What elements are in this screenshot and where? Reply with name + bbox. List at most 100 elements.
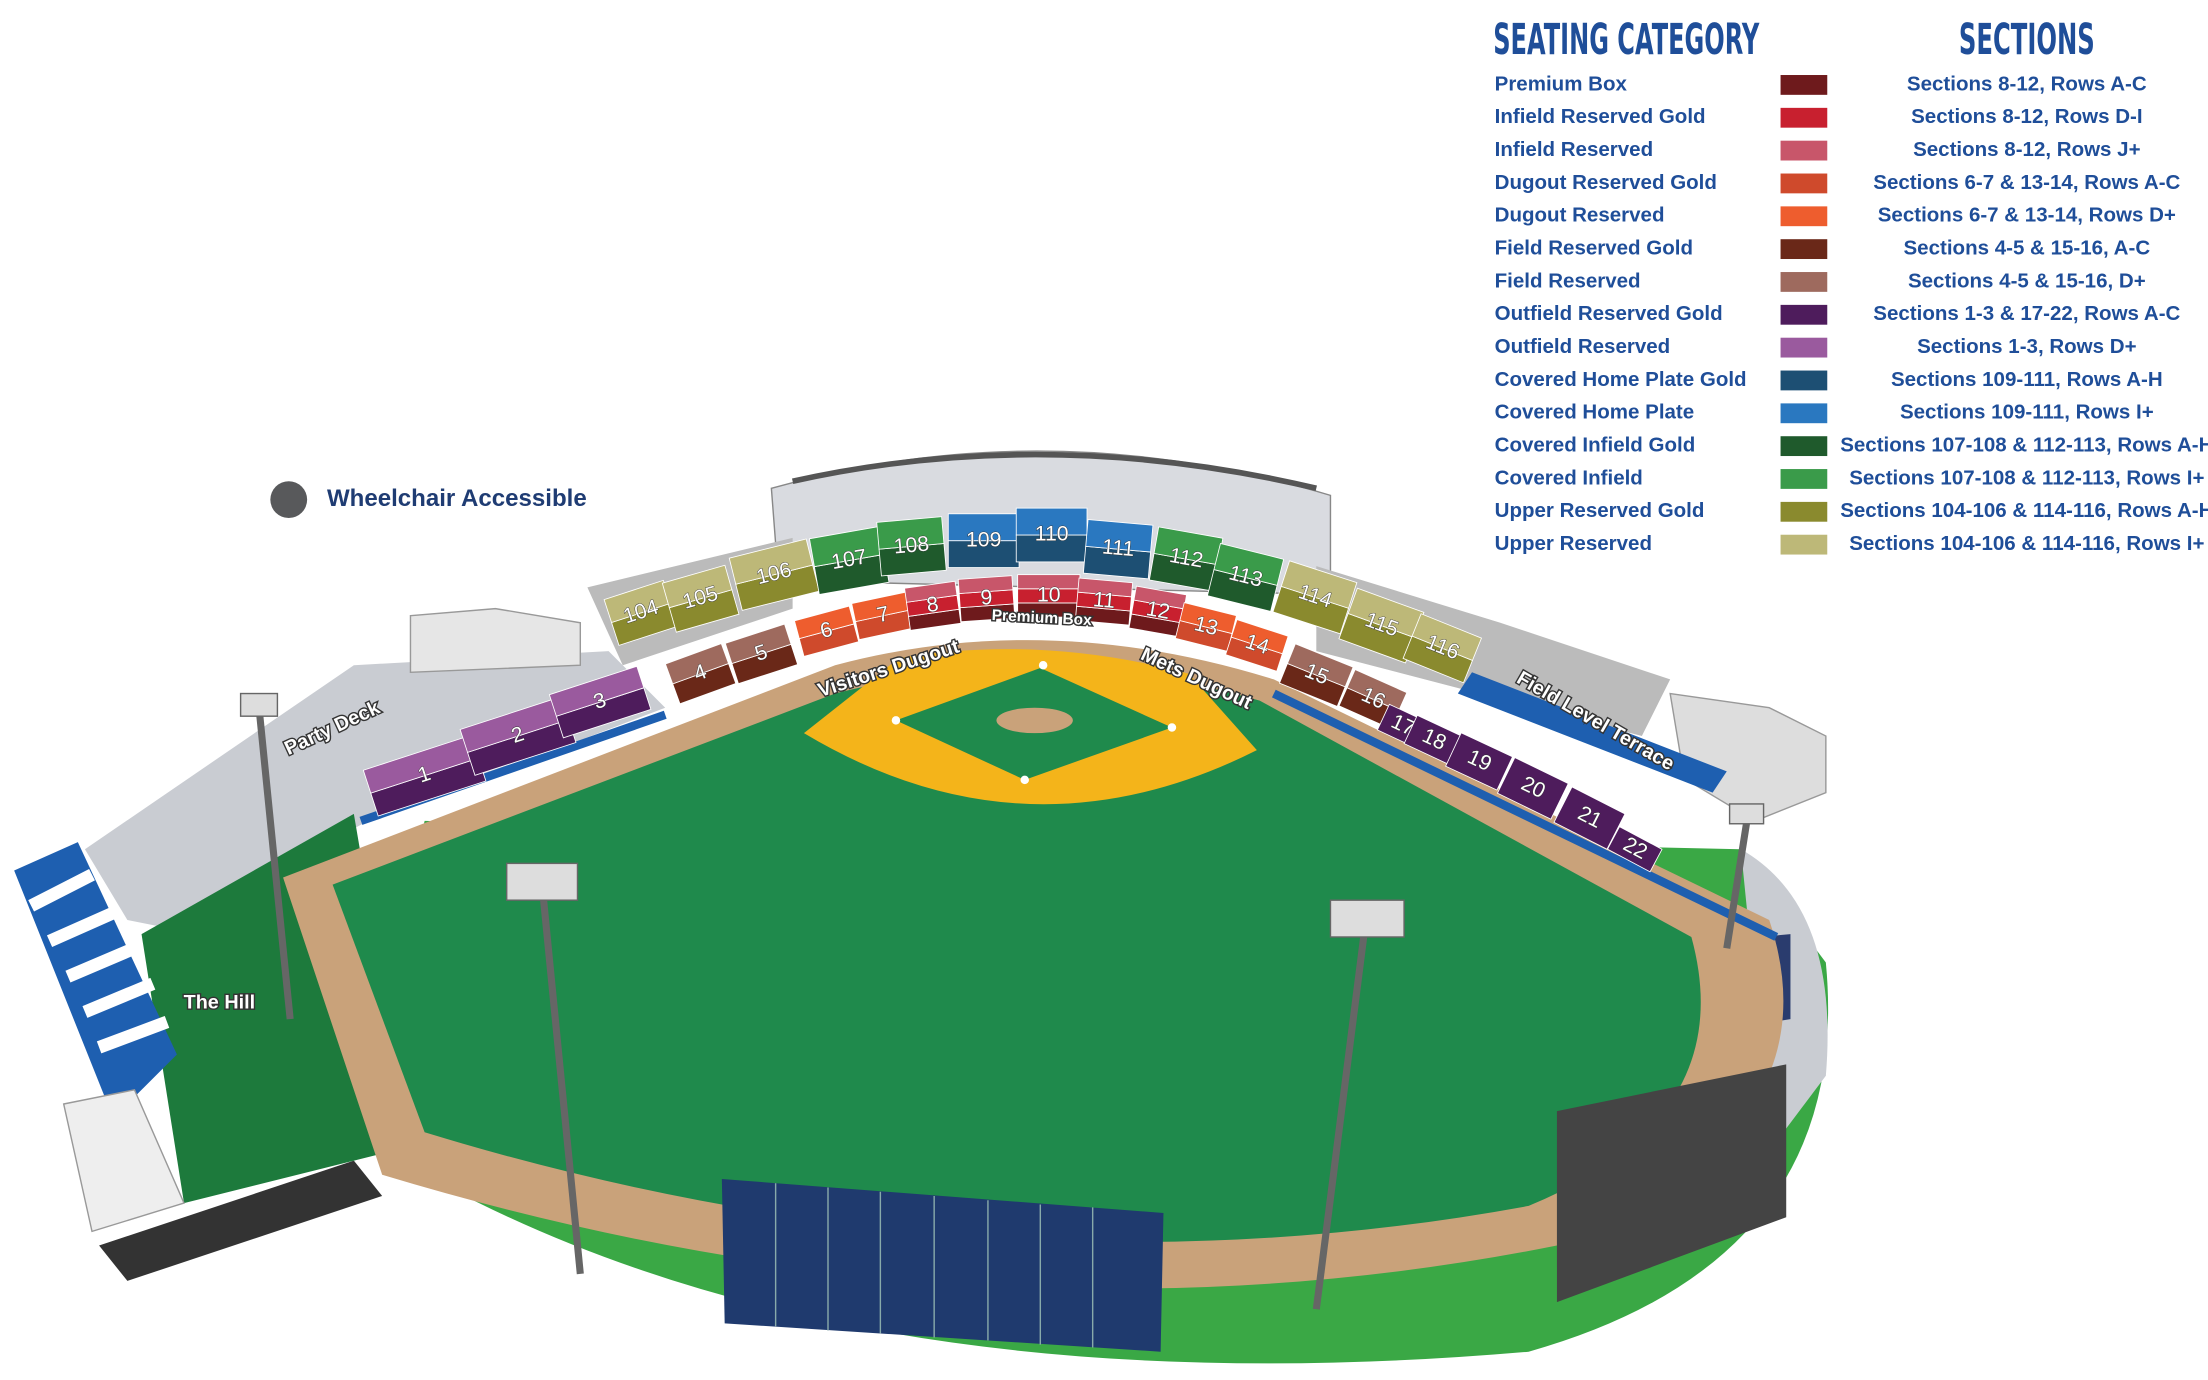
category-sections: Sections 4-5 & 15-16, A-C bbox=[1904, 237, 2151, 260]
section-label: 11 bbox=[1092, 588, 1116, 613]
category-name: Field Reserved bbox=[1495, 269, 1641, 292]
legend-swatch bbox=[1780, 107, 1828, 128]
seat-section: 107 bbox=[808, 525, 890, 596]
seat-band bbox=[1280, 560, 1358, 609]
seat-band bbox=[957, 575, 1014, 594]
party-building bbox=[409, 607, 582, 674]
seat-band bbox=[548, 665, 645, 717]
seat-band bbox=[1085, 519, 1154, 553]
seat-section: 108 bbox=[876, 516, 947, 577]
canopy bbox=[14, 842, 177, 1119]
legend-swatch bbox=[1780, 534, 1828, 555]
seat-band bbox=[904, 580, 958, 603]
seat-section: 104 bbox=[603, 579, 679, 646]
legend-swatch bbox=[1780, 75, 1828, 95]
category-name: Dugout Reserved bbox=[1495, 204, 1665, 227]
seat-band bbox=[1346, 669, 1408, 712]
legend-swatch bbox=[1780, 140, 1828, 161]
category-sections: Sections 104-106 & 114-116, Rows A-H bbox=[1840, 499, 2208, 522]
batters-eye bbox=[721, 1179, 1164, 1352]
seat-section: 18 bbox=[1403, 714, 1465, 766]
section-label: 8 bbox=[925, 593, 940, 617]
seat-section: 10 bbox=[1017, 574, 1081, 618]
seat-band bbox=[1015, 507, 1088, 536]
section-label: 12 bbox=[1144, 597, 1171, 624]
legend: SEATING CATEGORY SECTIONS Premium Box Secti… bbox=[1493, 16, 2208, 555]
seat-band bbox=[876, 516, 945, 550]
seat-section: 9 bbox=[957, 575, 1016, 623]
seat-band bbox=[793, 605, 855, 640]
category-sections: Sections 104-106 & 114-116, Rows I+ bbox=[1849, 532, 2204, 555]
seat-band bbox=[728, 538, 814, 585]
category-name: Outfield Reserved Gold bbox=[1495, 302, 1723, 325]
category-sections: Sections 109-111, Rows A-H bbox=[1891, 368, 2163, 391]
category-sections: Sections 107-108 & 112-113, Rows I+ bbox=[1849, 466, 2204, 489]
legend-swatch bbox=[1780, 272, 1828, 292]
bases bbox=[891, 660, 1177, 785]
section-label: 109 bbox=[966, 528, 1001, 551]
seat-section: 4 bbox=[664, 643, 737, 705]
category-name: Upper Reserved bbox=[1495, 532, 1652, 555]
seat-band bbox=[1606, 826, 1663, 873]
section-label: 112 bbox=[1168, 544, 1205, 573]
batters-eye-panels bbox=[774, 1183, 1094, 1348]
seat-band bbox=[1496, 756, 1569, 820]
area-label: The Hill bbox=[184, 992, 255, 1014]
category-name: Infield Reserved Gold bbox=[1495, 105, 1706, 128]
seat-section: 12 bbox=[1128, 585, 1188, 638]
legend-swatch bbox=[1780, 337, 1828, 358]
legend-swatch bbox=[1780, 173, 1828, 194]
category-sections: Sections 1-3 & 17-22, Rows A-C bbox=[1873, 302, 2180, 325]
seat-band bbox=[947, 513, 1020, 542]
hill-base bbox=[99, 1160, 383, 1281]
seat-section: 20 bbox=[1496, 756, 1569, 820]
section-label: 7 bbox=[875, 602, 891, 627]
seat-section: 115 bbox=[1338, 587, 1425, 664]
seat-section: 106 bbox=[728, 538, 820, 611]
canopy-stripes bbox=[28, 869, 170, 1054]
category-name: Covered Home Plate Gold bbox=[1495, 368, 1747, 391]
section-label: 9 bbox=[980, 586, 993, 610]
category-sections: Sections 8-12, Rows J+ bbox=[1913, 138, 2140, 161]
area-label: Premium Box bbox=[991, 607, 1092, 629]
category-sections: Sections 6-7 & 13-14, Rows A-C bbox=[1873, 171, 2180, 194]
category-name: Premium Box bbox=[1495, 72, 1628, 95]
seat-band bbox=[1411, 613, 1483, 661]
seat-band bbox=[1230, 619, 1289, 655]
seat-section: 6 bbox=[793, 605, 860, 657]
seat-band bbox=[661, 564, 733, 609]
seat-section: 113 bbox=[1206, 542, 1285, 612]
seat-band bbox=[947, 540, 1020, 568]
seat-band bbox=[664, 643, 730, 685]
seat-section: 11 bbox=[1074, 577, 1134, 626]
section-label: 108 bbox=[893, 532, 930, 558]
section-label: 111 bbox=[1101, 535, 1135, 561]
category-name: Covered Home Plate bbox=[1495, 401, 1695, 424]
seat-section: 116 bbox=[1402, 613, 1483, 684]
section-label: 13 bbox=[1192, 612, 1220, 640]
seat-section: 112 bbox=[1148, 526, 1224, 592]
seat-band bbox=[1286, 643, 1354, 688]
category-sections: Sections 4-5 & 15-16, D+ bbox=[1908, 269, 2146, 292]
category-name: Covered Infield bbox=[1495, 466, 1643, 489]
section-label: 110 bbox=[1035, 523, 1069, 546]
legend-header: SECTIONS bbox=[1959, 16, 2095, 65]
category-sections: Sections 8-12, Rows A-C bbox=[1907, 72, 2147, 95]
category-sections: Sections 1-3, Rows D+ bbox=[1917, 335, 2136, 358]
section-label: 10 bbox=[1037, 583, 1061, 606]
category-name: Upper Reserved Gold bbox=[1495, 499, 1705, 522]
legend-swatch bbox=[1780, 206, 1828, 227]
seat-section: 15 bbox=[1278, 643, 1354, 708]
seat-section: 109 bbox=[947, 513, 1020, 568]
seat-band bbox=[724, 623, 792, 665]
category-name: Outfield Reserved bbox=[1495, 335, 1671, 358]
wheelchair-icon bbox=[270, 481, 308, 519]
seat-section: 13 bbox=[1174, 602, 1237, 652]
seat-section: 16 bbox=[1338, 669, 1408, 730]
section-label: 6 bbox=[818, 618, 835, 643]
category-name: Infield Reserved bbox=[1495, 138, 1653, 161]
outfield-grass bbox=[332, 668, 1701, 1243]
roof-edge bbox=[792, 451, 1317, 492]
